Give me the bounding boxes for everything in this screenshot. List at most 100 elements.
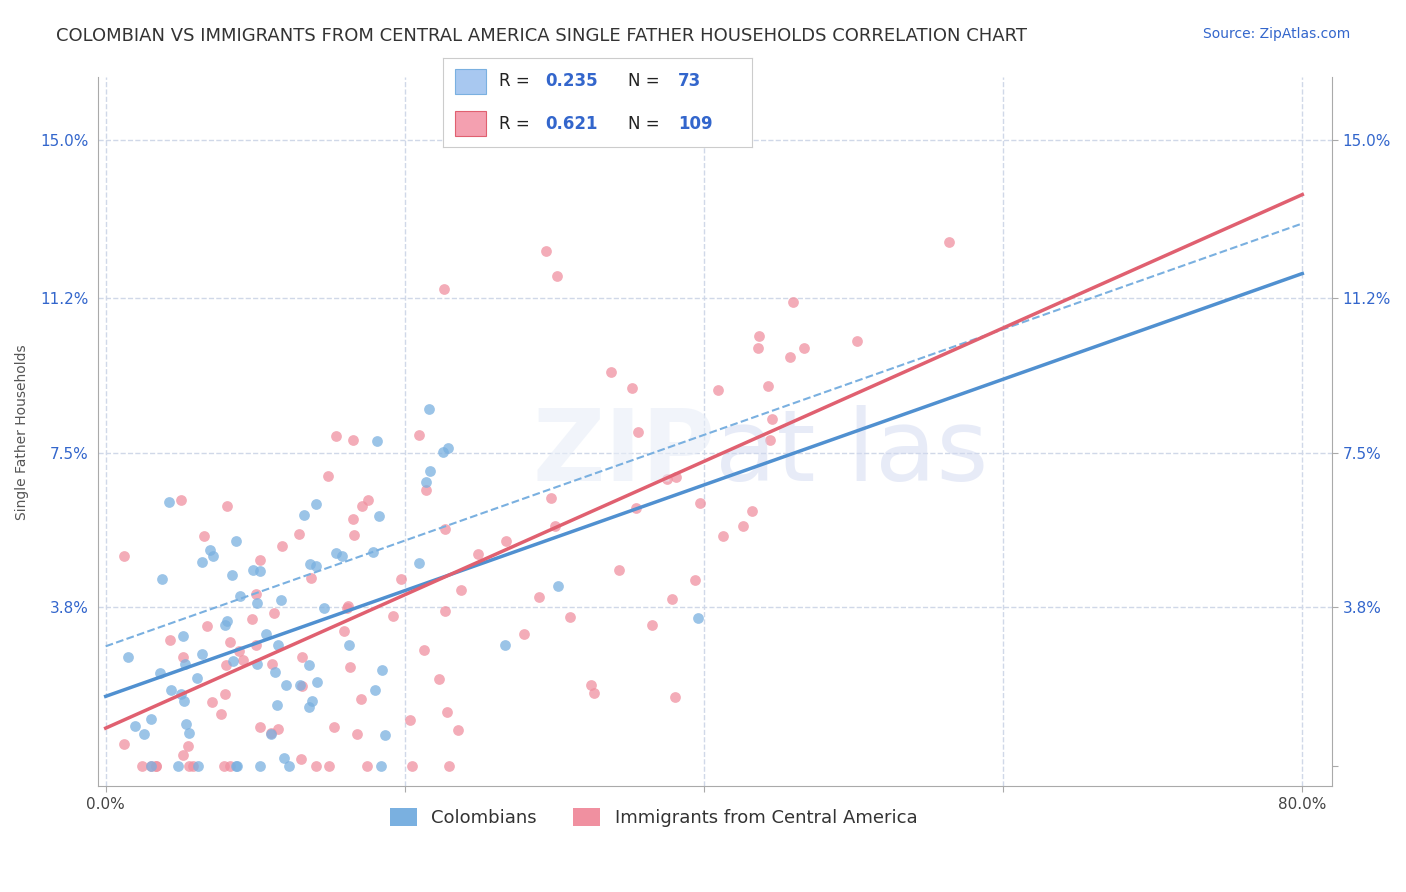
Point bbox=[291, 650, 314, 665]
Point bbox=[291, 679, 314, 693]
Point bbox=[170, 493, 193, 508]
Point bbox=[357, 493, 380, 508]
Point bbox=[170, 687, 193, 701]
Point bbox=[447, 723, 470, 737]
Point bbox=[218, 758, 240, 772]
Point bbox=[240, 612, 263, 626]
Point bbox=[187, 758, 209, 772]
Text: at las: at las bbox=[716, 405, 988, 501]
Point bbox=[543, 519, 565, 533]
Point bbox=[761, 412, 783, 426]
Point bbox=[332, 549, 354, 563]
Point bbox=[254, 627, 277, 641]
Text: R =: R = bbox=[499, 115, 534, 133]
Point bbox=[226, 758, 249, 772]
Point bbox=[176, 717, 198, 731]
Point bbox=[288, 678, 311, 692]
Point bbox=[215, 500, 238, 514]
Point bbox=[756, 378, 779, 392]
Point bbox=[290, 752, 312, 766]
Point bbox=[938, 235, 960, 249]
Point bbox=[301, 694, 323, 708]
Point bbox=[305, 497, 328, 511]
FancyBboxPatch shape bbox=[456, 69, 486, 94]
Point bbox=[450, 583, 472, 598]
Point bbox=[661, 592, 683, 607]
Point bbox=[371, 663, 394, 677]
Point bbox=[209, 707, 232, 722]
Point bbox=[343, 527, 366, 541]
Point bbox=[419, 464, 441, 478]
Point bbox=[747, 341, 769, 355]
Point bbox=[145, 758, 167, 772]
Point bbox=[299, 571, 322, 585]
Point bbox=[706, 384, 728, 398]
Point bbox=[191, 555, 214, 569]
Point bbox=[748, 329, 770, 343]
Point bbox=[339, 660, 361, 674]
Point bbox=[160, 683, 183, 698]
Point bbox=[664, 690, 686, 705]
Text: N =: N = bbox=[628, 72, 665, 90]
Point bbox=[191, 648, 214, 662]
FancyBboxPatch shape bbox=[456, 112, 486, 136]
Point bbox=[437, 441, 460, 455]
Point bbox=[361, 545, 384, 559]
Point bbox=[298, 657, 321, 672]
Point bbox=[201, 695, 224, 709]
Point bbox=[432, 444, 454, 458]
Point bbox=[124, 719, 146, 733]
Point bbox=[246, 657, 269, 671]
Point bbox=[579, 678, 602, 692]
Point bbox=[274, 678, 297, 692]
Point bbox=[225, 533, 247, 548]
Point bbox=[540, 491, 562, 506]
Point bbox=[418, 402, 440, 417]
Point bbox=[141, 758, 163, 772]
Point bbox=[141, 713, 163, 727]
Point bbox=[218, 635, 240, 649]
Point bbox=[245, 595, 267, 609]
Point bbox=[249, 758, 271, 772]
Point bbox=[779, 350, 801, 364]
Point bbox=[229, 590, 252, 604]
Point bbox=[408, 556, 430, 570]
Point bbox=[527, 591, 550, 605]
Point bbox=[245, 587, 267, 601]
Point bbox=[322, 720, 344, 734]
Point bbox=[374, 728, 396, 742]
Point bbox=[494, 638, 516, 652]
Point bbox=[389, 572, 412, 586]
Point bbox=[166, 758, 188, 772]
Point bbox=[665, 470, 688, 484]
Point bbox=[336, 601, 359, 615]
Point bbox=[232, 652, 254, 666]
Point bbox=[546, 269, 568, 284]
Point bbox=[266, 638, 288, 652]
Text: 0.235: 0.235 bbox=[546, 72, 598, 90]
Point bbox=[249, 720, 271, 734]
Point bbox=[350, 691, 373, 706]
Point bbox=[434, 522, 457, 536]
Point bbox=[273, 750, 295, 764]
Point bbox=[558, 609, 581, 624]
Point bbox=[193, 529, 215, 543]
Point bbox=[173, 694, 195, 708]
Point bbox=[260, 727, 283, 741]
Point bbox=[352, 499, 374, 513]
Point bbox=[655, 472, 678, 486]
Point bbox=[318, 758, 340, 772]
Point bbox=[270, 593, 292, 607]
Y-axis label: Single Father Households: Single Father Households bbox=[15, 344, 30, 520]
Point bbox=[214, 617, 236, 632]
Point bbox=[112, 549, 135, 563]
Point bbox=[370, 758, 392, 772]
Point bbox=[179, 726, 201, 740]
Point bbox=[159, 632, 181, 647]
Point bbox=[337, 638, 360, 652]
Point bbox=[198, 542, 221, 557]
Point bbox=[627, 425, 650, 439]
Point bbox=[277, 758, 299, 772]
Point bbox=[364, 682, 387, 697]
Point bbox=[177, 758, 200, 772]
